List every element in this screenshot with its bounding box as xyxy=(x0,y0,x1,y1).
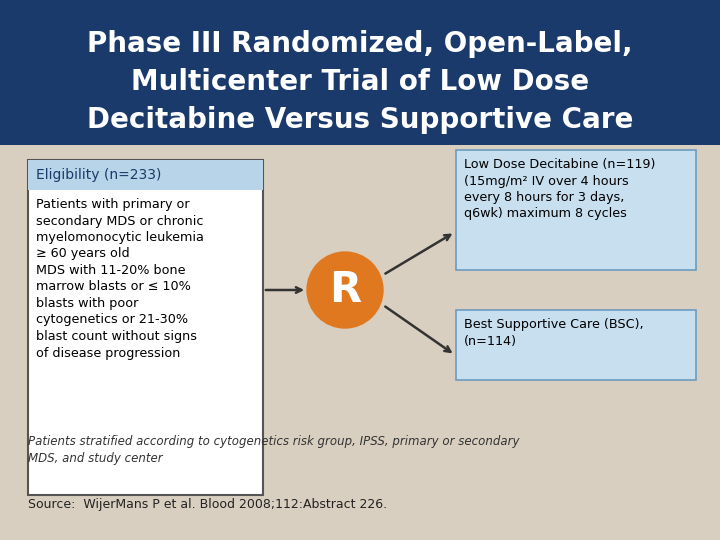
FancyBboxPatch shape xyxy=(28,160,263,495)
FancyBboxPatch shape xyxy=(456,310,696,380)
Text: Low Dose Decitabine (n=119)
(15mg/m² IV over 4 hours
every 8 hours for 3 days,
q: Low Dose Decitabine (n=119) (15mg/m² IV … xyxy=(464,158,655,220)
Text: Multicenter Trial of Low Dose: Multicenter Trial of Low Dose xyxy=(131,68,589,96)
Text: Decitabine Versus Supportive Care: Decitabine Versus Supportive Care xyxy=(87,106,633,134)
Text: Patients with primary or
secondary MDS or chronic
myelomonocytic leukemia
≥ 60 y: Patients with primary or secondary MDS o… xyxy=(36,198,204,360)
Text: Best Supportive Care (BSC),
(n=114): Best Supportive Care (BSC), (n=114) xyxy=(464,318,644,348)
FancyBboxPatch shape xyxy=(456,150,696,270)
FancyBboxPatch shape xyxy=(28,160,263,190)
Text: Phase III Randomized, Open-Label,: Phase III Randomized, Open-Label, xyxy=(87,30,633,58)
FancyBboxPatch shape xyxy=(0,0,720,145)
Text: R: R xyxy=(329,269,361,311)
Text: Source:  WijerMans P et al. Blood 2008;112:Abstract 226.: Source: WijerMans P et al. Blood 2008;11… xyxy=(28,498,387,511)
Circle shape xyxy=(307,252,383,328)
FancyBboxPatch shape xyxy=(0,145,720,540)
Text: Patients stratified according to cytogenetics risk group, IPSS, primary or secon: Patients stratified according to cytogen… xyxy=(28,435,520,465)
Text: Eligibility (n=233): Eligibility (n=233) xyxy=(36,168,161,182)
